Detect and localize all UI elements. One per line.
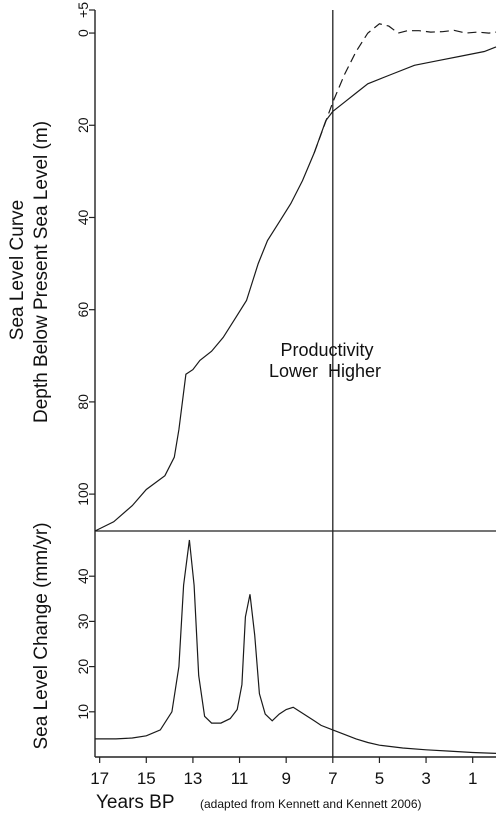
sea-level-ylabel-line2: Depth Below Present Sea Level (m) bbox=[31, 121, 52, 423]
productivity-annotation-line1: Productivity bbox=[280, 340, 373, 360]
sea-level-y-tick-label: 0 bbox=[75, 29, 91, 37]
years-bp-x-tick-label: 9 bbox=[281, 769, 290, 788]
years-bp-x-tick-label: 7 bbox=[328, 769, 337, 788]
sea-level-change-curve bbox=[95, 539, 497, 754]
sea-level-change-y-tick-label: 40 bbox=[75, 568, 91, 584]
sea-level-y-ticks: +5 0 20 40 60 80 100 bbox=[75, 2, 95, 506]
source-caption: (adapted from Kennett and Kennett 2006) bbox=[200, 797, 422, 811]
sea-level-ylabel-line1: Sea Level Curve bbox=[7, 200, 28, 340]
sea-level-dashed-curve bbox=[313, 23, 497, 154]
years-bp-x-tick-label: 15 bbox=[137, 769, 156, 788]
years-bp-x-tick-label: 3 bbox=[421, 769, 430, 788]
x-axis-label: Years BP bbox=[96, 792, 175, 813]
sea-level-change-y-tick-label: 10 bbox=[75, 704, 91, 720]
sea-level-change-y-tick-label: 30 bbox=[75, 613, 91, 629]
years-bp-x-tick-label: 5 bbox=[375, 769, 384, 788]
sea-level-y-tick-label: 20 bbox=[75, 117, 91, 133]
sea-level-change-series bbox=[95, 539, 497, 754]
years-bp-x-tick-label: 13 bbox=[183, 769, 202, 788]
sea-level-y-tick-label: 40 bbox=[75, 209, 91, 225]
years-bp-x-ticks: 17 15 13 11 9 7 5 3 1 bbox=[90, 757, 477, 788]
sea-level-change-y-tick-label: 20 bbox=[75, 659, 91, 675]
sea-level-solid-curve bbox=[94, 46, 497, 532]
plot-frame bbox=[94, 10, 496, 758]
sea-level-y-tick-label: +5 bbox=[75, 2, 91, 18]
sea-level-change-y-ticks: 10 20 30 40 bbox=[75, 568, 95, 720]
sea-level-y-tick-label: 60 bbox=[75, 302, 91, 318]
sea-level-change-ylabel: Sea Level Change (mm/yr) bbox=[31, 522, 52, 749]
years-bp-x-tick-label: 17 bbox=[90, 769, 109, 788]
years-bp-x-tick-label: 11 bbox=[231, 769, 249, 788]
sea-level-y-tick-label: 80 bbox=[75, 394, 91, 410]
productivity-annotation-line2: Lower Higher bbox=[269, 361, 381, 381]
sea-level-series bbox=[94, 23, 497, 532]
years-bp-x-tick-label: 1 bbox=[468, 769, 477, 788]
sea-level-y-tick-label: 100 bbox=[75, 482, 91, 506]
